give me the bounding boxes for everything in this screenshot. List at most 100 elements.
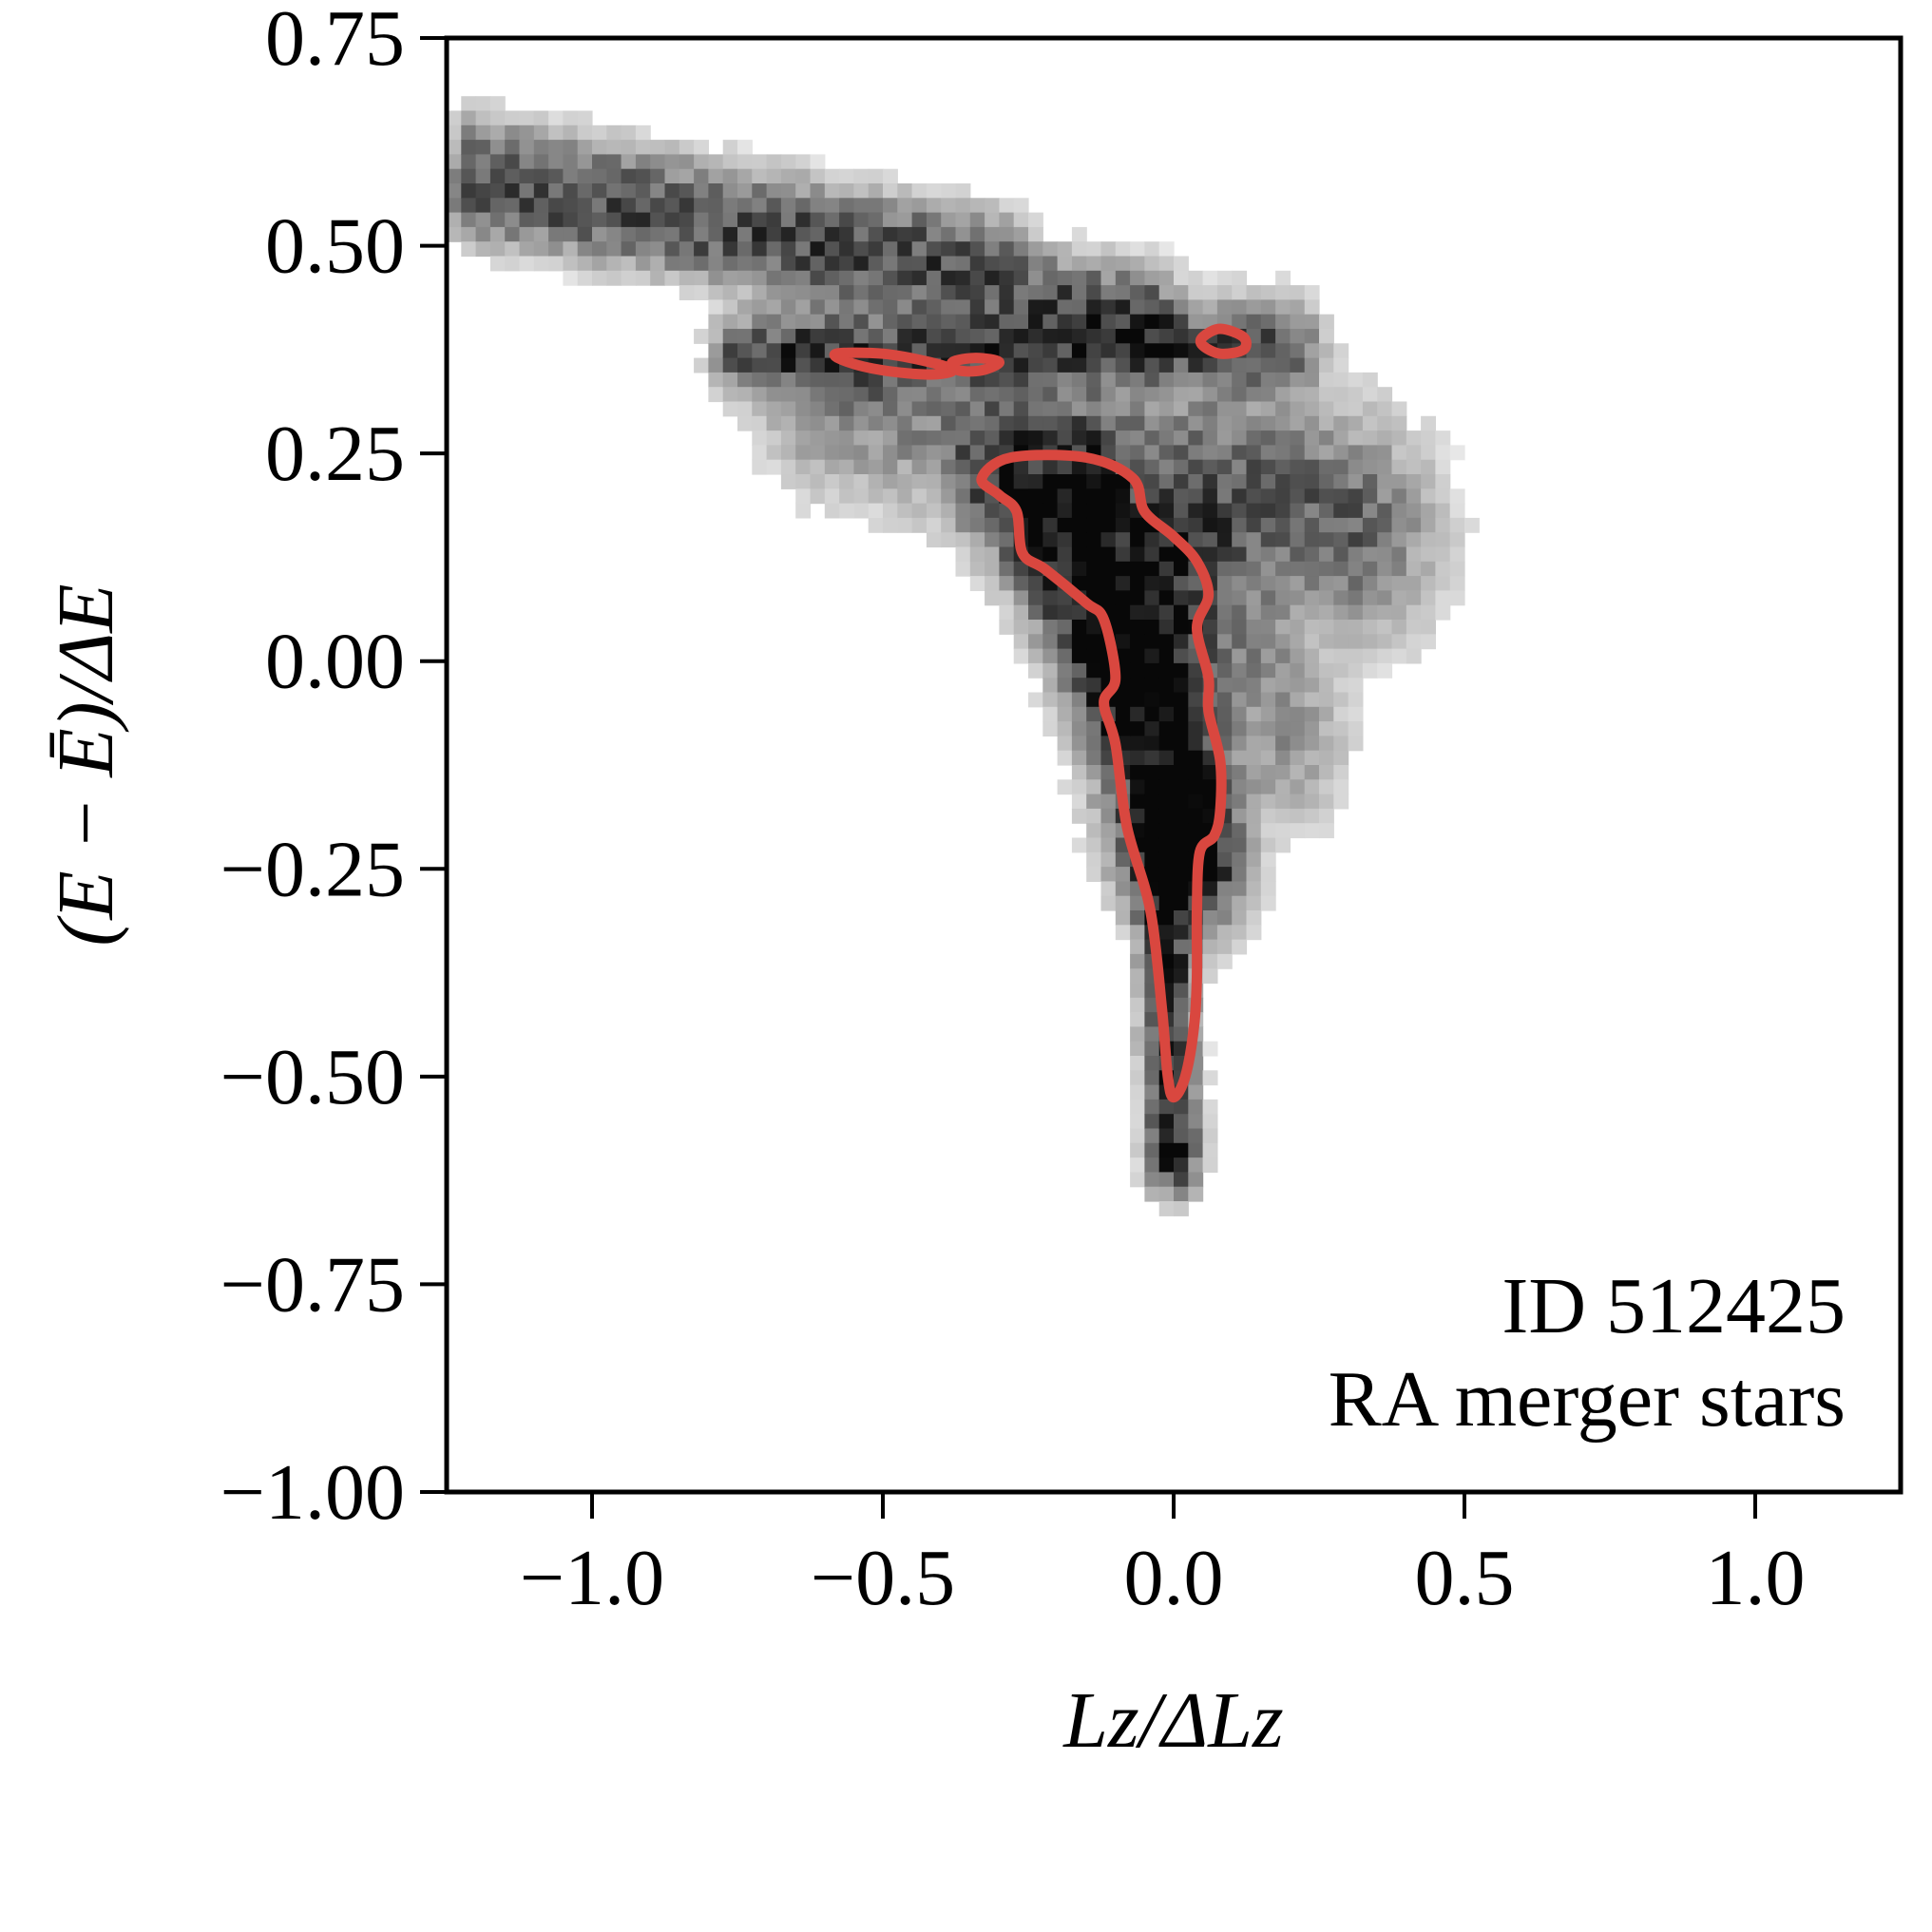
heatmap-cell <box>969 576 985 591</box>
heatmap-cell <box>1174 1157 1189 1173</box>
heatmap-cell <box>926 329 942 344</box>
heatmap-cell <box>868 329 884 344</box>
heatmap-cell <box>1232 736 1248 752</box>
heatmap-cell <box>1232 939 1248 955</box>
heatmap-cell <box>1260 474 1276 489</box>
heatmap-cell <box>1319 736 1334 752</box>
heatmap-cell <box>868 372 884 388</box>
heatmap-cell <box>592 256 607 272</box>
heatmap-cell <box>883 212 898 228</box>
heatmap-cell <box>1435 474 1451 489</box>
heatmap-cell <box>1130 779 1145 795</box>
heatmap-cell <box>1260 794 1276 810</box>
heatmap-cell <box>1174 1128 1189 1144</box>
heatmap-cell <box>1216 648 1233 664</box>
heatmap-cell <box>1130 372 1145 388</box>
heatmap-cell <box>1144 620 1160 635</box>
heatmap-cell <box>824 256 840 272</box>
heatmap-cell <box>1275 343 1291 359</box>
heatmap-cell <box>926 285 942 300</box>
heatmap-cell <box>1232 881 1248 897</box>
heatmap-cell <box>985 503 1000 519</box>
heatmap-cell <box>752 459 768 475</box>
heatmap-cell <box>766 372 782 388</box>
heatmap-cell <box>795 198 812 214</box>
heatmap-cell <box>1115 517 1131 533</box>
heatmap-cell <box>795 314 812 330</box>
heatmap-cell <box>489 241 506 258</box>
heatmap-cell <box>1377 604 1393 621</box>
heatmap-cell <box>1333 503 1349 519</box>
heatmap-cell <box>1246 299 1262 316</box>
heatmap-cell <box>1348 561 1364 577</box>
heatmap-cell <box>489 212 506 228</box>
heatmap-cell <box>1115 357 1131 373</box>
heatmap-cell <box>1216 546 1233 563</box>
heatmap-cell <box>519 256 535 272</box>
heatmap-cell <box>1348 604 1364 621</box>
heatmap-cell <box>1174 1026 1189 1043</box>
heatmap-cell <box>1144 430 1160 446</box>
heatmap-cell <box>1130 1056 1145 1071</box>
heatmap-cell <box>1290 620 1306 635</box>
heatmap-cell <box>1348 662 1364 679</box>
heatmap-cell <box>853 270 870 286</box>
heatmap-cell <box>621 270 637 286</box>
heatmap-cell <box>1028 357 1043 373</box>
heatmap-cell <box>1144 1186 1160 1202</box>
heatmap-cell <box>955 256 971 272</box>
heatmap-cell <box>621 124 637 141</box>
heatmap-cell <box>883 445 898 461</box>
heatmap-cell <box>1086 343 1102 359</box>
heatmap-cell <box>1391 517 1407 533</box>
heatmap-cell <box>795 445 812 461</box>
heatmap-cell <box>1013 226 1029 242</box>
heatmap-cell <box>795 154 812 170</box>
heatmap-cell <box>1071 750 1087 766</box>
heatmap-cell <box>897 329 913 344</box>
heatmap-cell <box>969 517 985 533</box>
heatmap-cell <box>1202 794 1218 810</box>
heatmap-cell <box>955 198 971 214</box>
heatmap-cell <box>1158 837 1175 853</box>
heatmap-cell <box>1275 372 1291 388</box>
heatmap-cell <box>1028 620 1043 635</box>
heatmap-cell <box>1290 648 1306 664</box>
heatmap-cell <box>810 168 826 184</box>
heatmap-cell <box>1232 459 1248 475</box>
heatmap-cell <box>883 256 898 272</box>
heatmap-cell <box>1216 939 1233 955</box>
heatmap-cell <box>1260 867 1276 882</box>
heatmap-cell <box>1232 590 1248 606</box>
heatmap-cell <box>461 110 477 126</box>
heatmap-cell <box>1290 706 1306 722</box>
heatmap-cell <box>1275 445 1291 461</box>
heatmap-cell <box>737 140 753 155</box>
heatmap-cell <box>1100 867 1117 882</box>
heatmap-cell <box>1188 1186 1204 1202</box>
heatmap-cell <box>941 430 957 446</box>
heatmap-cell <box>1304 445 1320 461</box>
heatmap-cell <box>1377 648 1393 664</box>
heatmap-cell <box>1144 415 1160 431</box>
heatmap-cell <box>780 387 796 403</box>
heatmap-cell <box>1144 299 1160 316</box>
heatmap-cell <box>1246 401 1262 417</box>
heatmap-cell <box>1202 867 1218 882</box>
heatmap-cell <box>1071 299 1087 316</box>
heatmap-cell <box>1130 1041 1145 1057</box>
heatmap-cell <box>1290 678 1306 694</box>
y-tick-label: 0.25 <box>265 410 405 498</box>
heatmap-cell <box>752 183 768 199</box>
heatmap-cell <box>592 270 607 286</box>
heatmap-cell <box>1333 445 1349 461</box>
heatmap-cell <box>1086 765 1102 780</box>
heatmap-cell <box>1435 430 1451 446</box>
heatmap-cell <box>475 154 491 170</box>
heatmap-cell <box>1071 662 1087 679</box>
heatmap-cell <box>1435 532 1451 548</box>
heatmap-cell <box>505 212 521 228</box>
heatmap-cell <box>1319 750 1334 766</box>
heatmap-cell <box>1158 503 1175 519</box>
